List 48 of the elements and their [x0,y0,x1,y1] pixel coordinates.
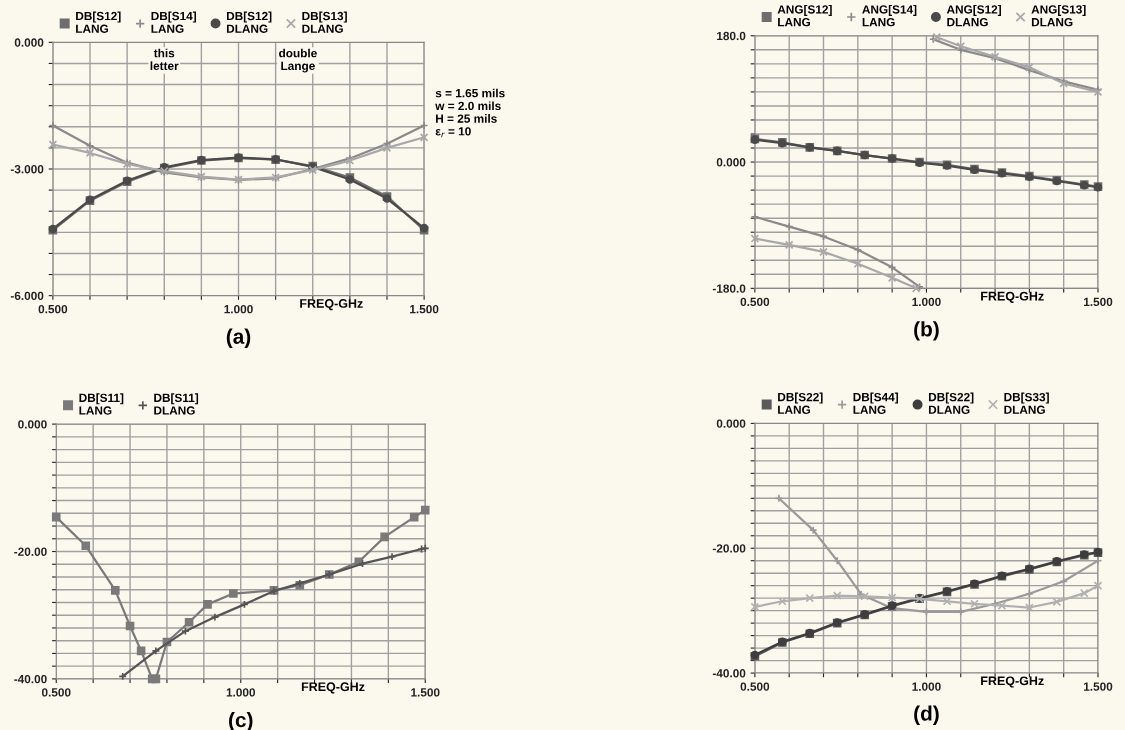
legend-label: DB[S12] DLANG [226,11,272,33]
x-tick-label: 1.500 [410,304,439,314]
x-tick-label: 1.000 [912,297,941,307]
y-tick-label: -20.00 [712,544,746,553]
y-tick-label: 0.000 [18,420,47,429]
x-tick-label: 1.500 [1083,297,1113,307]
x-axis-title: FREQ-GHz [301,682,365,694]
y-tick-label: -40.00 [712,669,746,678]
legend-label: ANG[S12] LANG [777,4,832,27]
y-tick-label: -180.0 [712,284,746,293]
y-tick-label: -20.00 [14,547,47,556]
y-tick-label: 0.000 [716,158,746,167]
x-tick-label: 1.000 [226,688,256,697]
annotation: this letter [150,48,179,71]
x-axis-title: FREQ-GHz [300,299,363,311]
x-tick-label: 1.000 [912,682,941,691]
x-axis-title: FREQ-GHz [981,676,1044,688]
y-tick-label: -40.00 [14,674,47,684]
text: (b) [914,321,939,341]
legend-label: ANG[S12] DLANG [946,4,1001,27]
legend-label: DB[S33] DLANG [1004,392,1049,414]
annotation: double Lange [279,48,317,73]
legend-label: DB[S12] LANG [76,11,121,33]
legend-label: DB[S13] DLANG [302,11,347,33]
x-tick-label: 1.500 [411,688,440,697]
legend-label: ANG[S14] LANG [862,4,917,27]
y-tick-label: 0.000 [14,38,44,47]
legend-label: DB[S14] LANG [151,11,196,33]
x-tick-label: 0.500 [38,304,68,314]
x-axis-title: FREQ-GHz [981,291,1044,303]
legend-label: DB[S44] LANG [853,392,898,414]
legend-label: ANG[S13] DLANG [1031,4,1086,27]
legend-label: DB[S11] LANG [79,393,124,415]
y-tick-label: -3.000 [10,165,44,174]
y-tick-label: -6.000 [10,291,44,301]
y-tick-label: 0.000 [716,419,746,428]
legend-label: DB[S11] DLANG [154,393,199,415]
text: (d) [914,705,939,725]
x-tick-label: 0.500 [41,688,71,697]
x-tick-label: 1.000 [224,304,253,314]
y-tick-label: 180.0 [717,31,746,41]
x-tick-label: 0.500 [740,682,770,691]
text: (a) [226,328,251,348]
text: s = 1.65 mils w = 2.0 mils H = 25 mils ε$_{r}$ = 10 [435,88,505,138]
legend-label: DB[S22] DLANG [928,392,974,414]
x-tick-label: 0.500 [740,297,770,307]
x-tick-label: 1.500 [1083,682,1113,691]
legend-label: DB[S22] LANG [778,392,823,414]
